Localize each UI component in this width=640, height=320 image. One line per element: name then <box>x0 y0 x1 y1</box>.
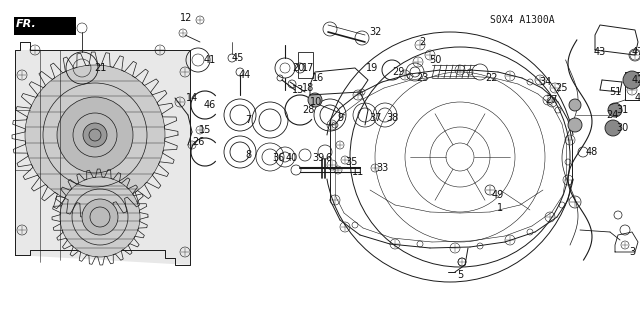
FancyBboxPatch shape <box>14 17 76 35</box>
Text: 27: 27 <box>546 95 558 105</box>
Text: 7: 7 <box>245 115 251 125</box>
Text: 15: 15 <box>199 125 211 135</box>
Text: 28: 28 <box>302 105 314 115</box>
FancyBboxPatch shape <box>298 52 313 78</box>
Text: 2: 2 <box>419 37 425 47</box>
Text: 37: 37 <box>369 113 381 123</box>
Text: 45: 45 <box>232 53 244 63</box>
Text: 4: 4 <box>635 93 640 103</box>
Text: 48: 48 <box>586 147 598 157</box>
Text: 51: 51 <box>609 87 621 97</box>
Text: 19: 19 <box>366 63 378 73</box>
Text: 20: 20 <box>292 63 304 73</box>
Text: 39: 39 <box>312 153 324 163</box>
Text: 32: 32 <box>369 27 381 37</box>
Circle shape <box>25 65 165 205</box>
Text: 41: 41 <box>204 55 216 65</box>
Text: 6: 6 <box>325 153 331 163</box>
Circle shape <box>60 177 140 257</box>
Circle shape <box>82 199 118 235</box>
Text: FR.: FR. <box>16 19 36 29</box>
Text: 3: 3 <box>629 247 635 257</box>
Text: 23: 23 <box>416 73 428 83</box>
Text: 33: 33 <box>376 163 388 173</box>
Text: 40: 40 <box>286 153 298 163</box>
Text: 46: 46 <box>204 100 216 110</box>
Text: 43: 43 <box>594 47 606 57</box>
Text: 42: 42 <box>632 75 640 85</box>
Text: 12: 12 <box>180 13 192 23</box>
Text: 47: 47 <box>632 47 640 57</box>
Text: 44: 44 <box>239 70 251 80</box>
Circle shape <box>608 103 622 117</box>
Text: 36: 36 <box>272 153 284 163</box>
Text: 17: 17 <box>302 63 314 73</box>
Text: 13: 13 <box>292 85 304 95</box>
Circle shape <box>308 93 322 107</box>
Text: 31: 31 <box>616 105 628 115</box>
Text: 26: 26 <box>192 137 204 147</box>
Text: 22: 22 <box>486 73 499 83</box>
Circle shape <box>57 97 133 173</box>
Text: 50: 50 <box>429 55 441 65</box>
Text: 14: 14 <box>186 93 198 103</box>
Polygon shape <box>15 50 190 265</box>
Text: 16: 16 <box>312 73 324 83</box>
Text: 30: 30 <box>616 123 628 133</box>
Text: 38: 38 <box>386 113 398 123</box>
Circle shape <box>605 120 621 136</box>
Text: 10: 10 <box>310 97 322 107</box>
Circle shape <box>83 123 107 147</box>
Text: 21: 21 <box>94 63 106 73</box>
Circle shape <box>623 71 640 89</box>
Text: 34: 34 <box>539 77 551 87</box>
Text: 18: 18 <box>302 83 314 93</box>
Circle shape <box>568 118 582 132</box>
Text: 29: 29 <box>392 67 404 77</box>
Text: 11: 11 <box>352 167 364 177</box>
Text: 9: 9 <box>337 113 343 123</box>
Text: 25: 25 <box>556 83 568 93</box>
Text: 5: 5 <box>457 270 463 280</box>
Text: 35: 35 <box>346 157 358 167</box>
Text: 1: 1 <box>497 203 503 213</box>
Text: 49: 49 <box>492 190 504 200</box>
Text: 24: 24 <box>606 110 618 120</box>
Circle shape <box>569 99 581 111</box>
Text: 8: 8 <box>245 150 251 160</box>
Text: S0X4 A1300A: S0X4 A1300A <box>490 15 555 25</box>
